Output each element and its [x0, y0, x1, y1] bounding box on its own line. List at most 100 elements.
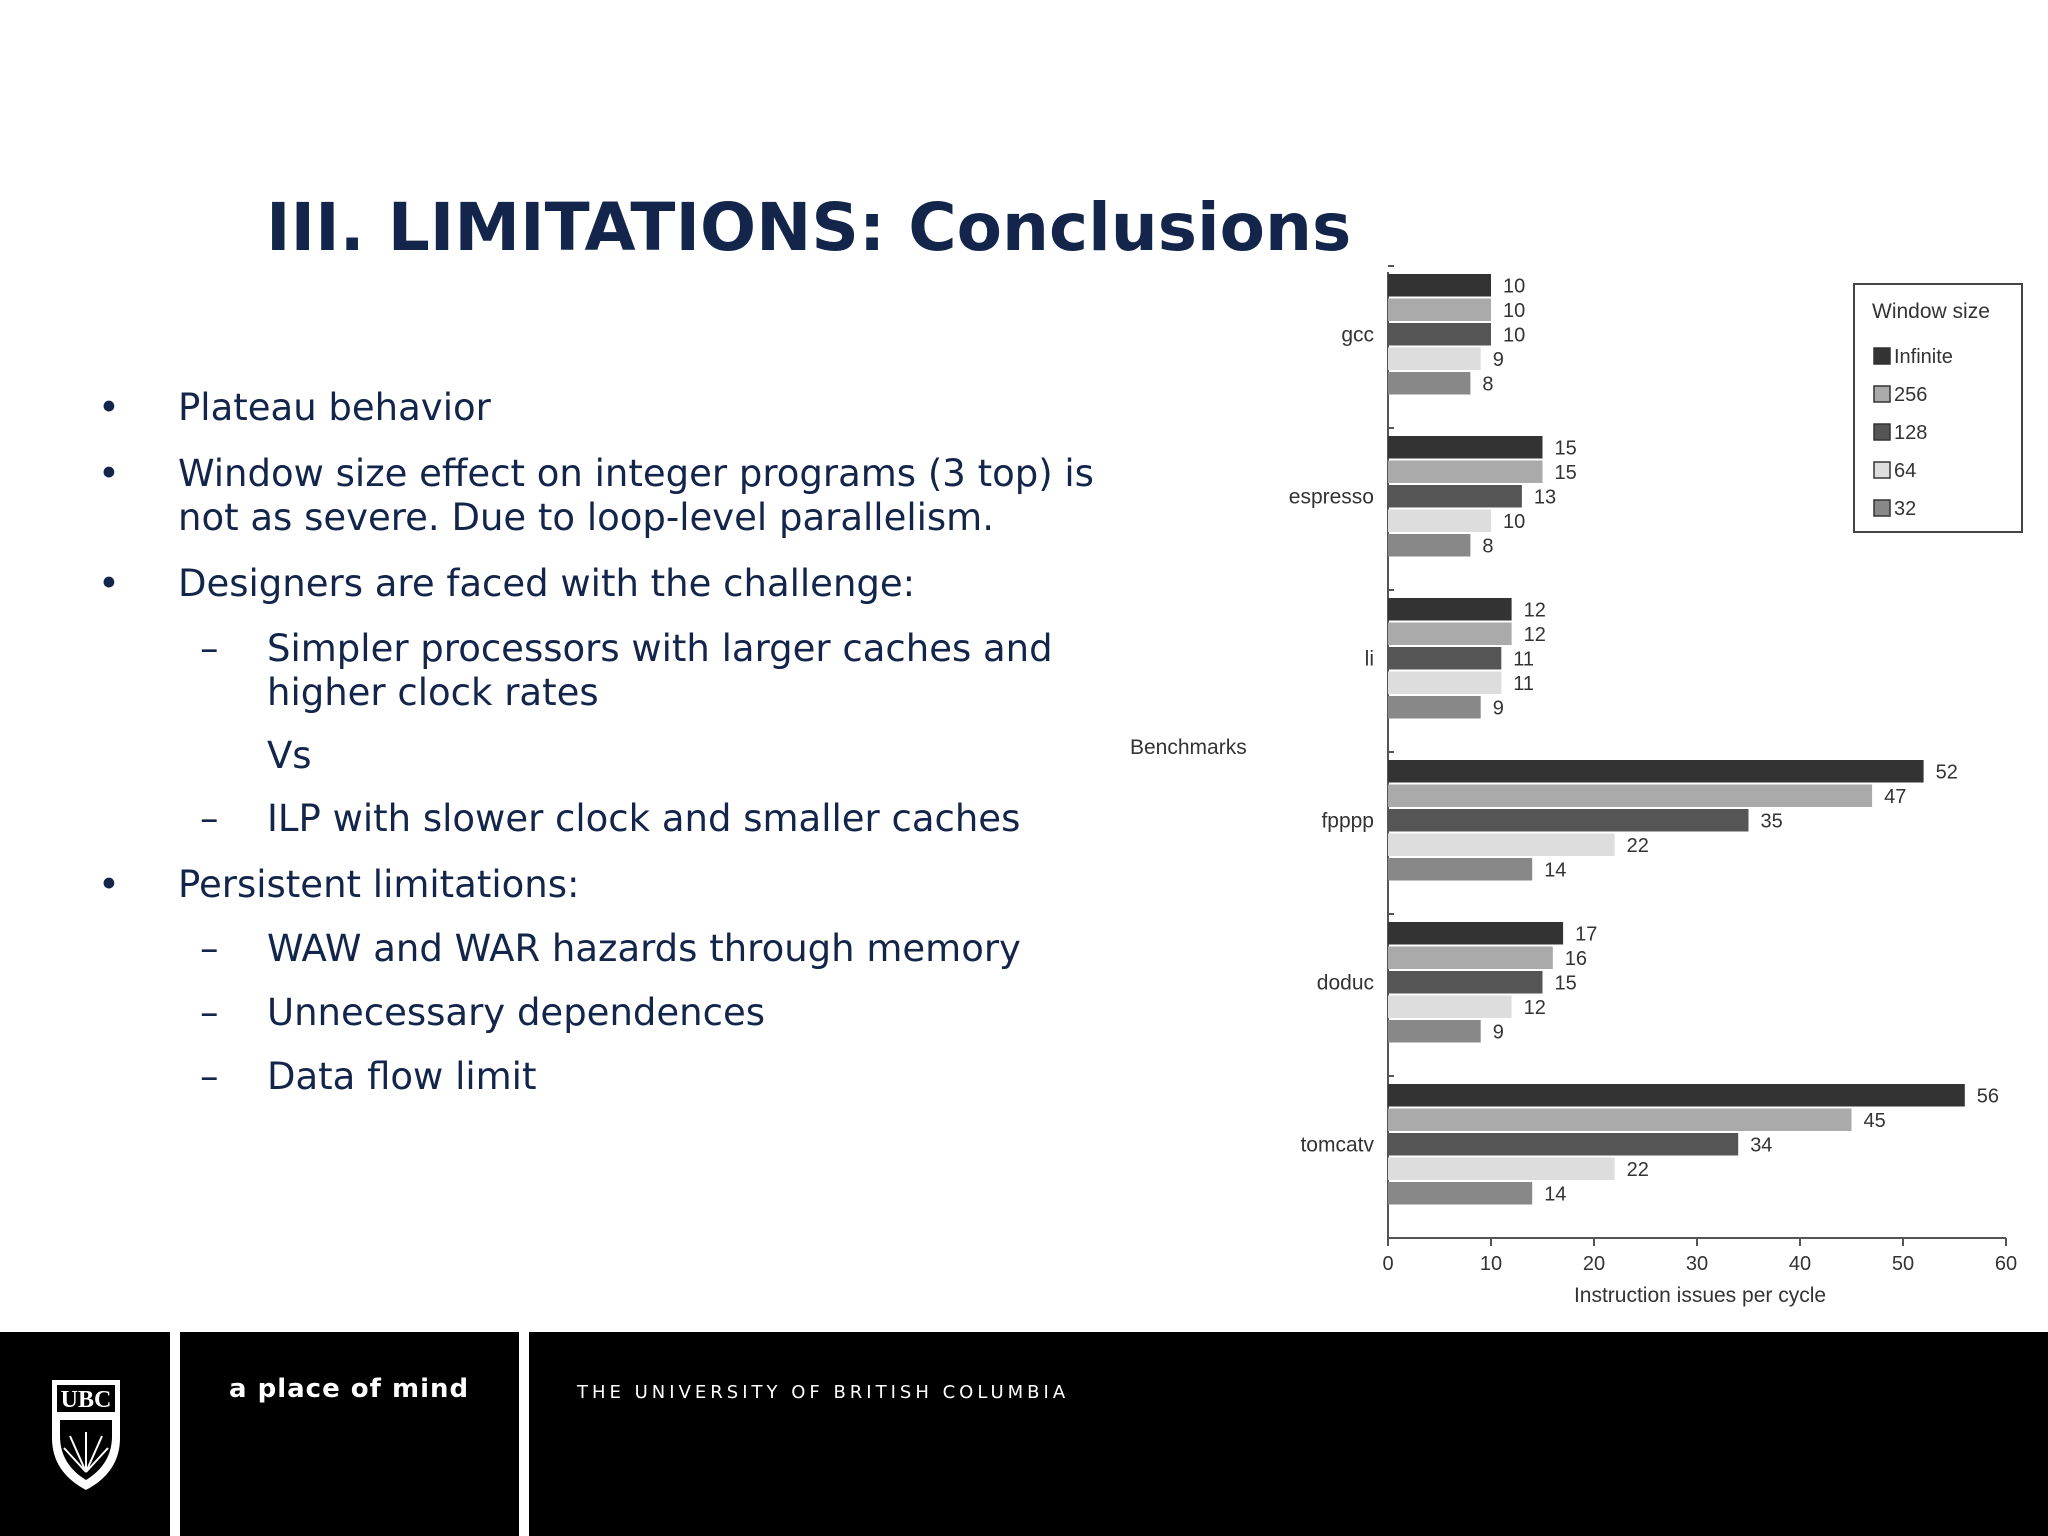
bar [1388, 922, 1564, 945]
logo-text: UBC [61, 1387, 112, 1413]
data-label: 9 [1493, 697, 1504, 719]
bullet-text: WAW and WAR hazards through memory [267, 927, 1021, 970]
bar [1388, 809, 1749, 832]
data-label: 10 [1503, 511, 1525, 533]
bullet-marker: • [98, 863, 120, 906]
x-tick-label: 50 [1892, 1253, 1914, 1275]
x-tick-label: 10 [1480, 1253, 1502, 1275]
dash-marker: – [200, 627, 219, 670]
bar [1388, 833, 1615, 856]
bar [1388, 647, 1502, 670]
bar [1388, 622, 1512, 645]
legend-entry: 32 [1894, 498, 1916, 520]
data-label: 12 [1524, 997, 1546, 1019]
bar [1388, 436, 1543, 459]
data-label: 22 [1627, 835, 1649, 857]
bar [1388, 858, 1533, 881]
bullet-text: Vs [267, 734, 312, 777]
legend-entry: 256 [1894, 384, 1927, 406]
category-label: li [1365, 647, 1374, 670]
bar [1388, 509, 1491, 532]
bar [1388, 598, 1512, 621]
category-label: tomcatv [1300, 1133, 1374, 1156]
data-label: 52 [1936, 761, 1958, 783]
data-label: 8 [1482, 535, 1493, 557]
legend-swatch [1873, 347, 1891, 365]
footer-bar: UBC [0, 1332, 2048, 1536]
category-label: doduc [1317, 971, 1374, 994]
data-label: 10 [1503, 275, 1525, 297]
dash-marker: – [200, 1055, 219, 1098]
legend-title: Window size [1872, 300, 1990, 323]
data-label: 14 [1544, 859, 1566, 881]
bar [1388, 372, 1471, 395]
category-label: fpppp [1321, 809, 1374, 832]
bullet-list: • Plateau behavior • Window size effect on … [0, 0, 1120, 1200]
x-tick-label: 20 [1583, 1253, 1605, 1275]
x-tick-label: 0 [1382, 1253, 1393, 1275]
footer-tagline: a place of mind [229, 1374, 470, 1404]
bar [1388, 946, 1553, 969]
data-label: 56 [1977, 1085, 1999, 1107]
bullet-marker: • [98, 386, 120, 429]
footer-divider [519, 1332, 529, 1536]
window-size-bar-chart: 0 10 20 30 40 50 60 Instruction issues per cycl… [1130, 265, 2023, 1307]
data-label: 12 [1524, 624, 1546, 646]
bullet-text: Plateau behavior [178, 386, 491, 429]
data-label: 45 [1864, 1110, 1886, 1132]
dash-marker: – [200, 927, 219, 970]
bar [1388, 1182, 1533, 1205]
bullet-text: Simpler processors with larger caches an… [267, 627, 1053, 670]
footer-divider [170, 1332, 180, 1536]
bullet-text: Window size effect on integer programs (… [178, 452, 1094, 495]
bullet-text: Data flow limit [267, 1055, 537, 1098]
category-label: espresso [1289, 485, 1374, 508]
data-label: 8 [1482, 373, 1493, 395]
bullet-text: ILP with slower clock and smaller caches [267, 797, 1021, 840]
bar [1388, 784, 1873, 807]
legend-swatch [1873, 499, 1891, 517]
legend-entry: 128 [1894, 422, 1927, 444]
bar [1388, 347, 1481, 370]
bar [1388, 671, 1502, 694]
data-label: 47 [1884, 786, 1906, 808]
data-label: 15 [1555, 972, 1577, 994]
dash-marker: – [200, 797, 219, 840]
data-label: 17 [1575, 923, 1597, 945]
data-label: 22 [1627, 1159, 1649, 1181]
data-label: 10 [1503, 300, 1525, 322]
x-tick-label: 30 [1686, 1253, 1708, 1275]
bar [1388, 995, 1512, 1018]
x-axis-label: Instruction issues per cycle [1574, 1284, 1826, 1307]
bar [1388, 971, 1543, 994]
legend-swatch [1873, 423, 1891, 441]
bullet-marker: • [98, 452, 120, 495]
data-label: 11 [1513, 648, 1534, 670]
data-label: 14 [1544, 1183, 1566, 1205]
data-label: 11 [1513, 673, 1534, 695]
footer-university-name: THE UNIVERSITY OF BRITISH COLUMBIA [577, 1382, 1070, 1403]
data-label: 10 [1503, 324, 1525, 346]
legend-swatch [1873, 385, 1891, 403]
bullet-marker: • [98, 562, 120, 605]
bar [1388, 1133, 1739, 1156]
data-label: 9 [1493, 349, 1504, 371]
legend-entry: Infinite [1894, 346, 1953, 368]
dash-marker: – [200, 991, 219, 1034]
slide-title: III. LIMITATIONS: Conclusions [266, 189, 1352, 266]
bar [1388, 1084, 1965, 1107]
bullet-text: not as severe. Due to loop-level paralle… [178, 496, 994, 539]
bar [1388, 534, 1471, 557]
bullet-text: Designers are faced with the challenge: [178, 562, 916, 605]
bar [1388, 1108, 1852, 1131]
data-label: 16 [1565, 948, 1587, 970]
data-label: 12 [1524, 599, 1546, 621]
bar [1388, 274, 1491, 297]
bar [1388, 1020, 1481, 1043]
bullet-text: Persistent limitations: [178, 863, 580, 906]
data-label: 35 [1761, 810, 1783, 832]
ubc-crest-logo: UBC [52, 1380, 120, 1490]
bullet-text: Unnecessary dependences [267, 991, 765, 1034]
data-label: 34 [1750, 1134, 1772, 1156]
bar [1388, 1157, 1615, 1180]
